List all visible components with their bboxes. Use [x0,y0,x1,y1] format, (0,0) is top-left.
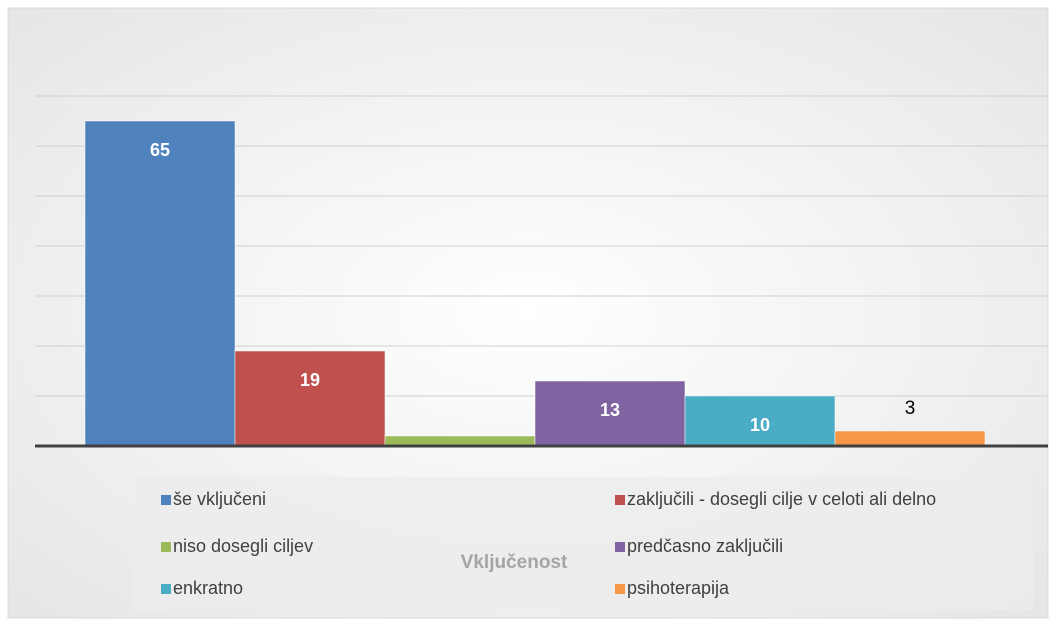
data-label: 13 [600,400,620,420]
legend-swatch [161,542,171,552]
legend-label: psihoterapija [627,578,730,598]
legend-swatch [161,495,171,505]
bar [234,350,386,447]
legend-box [133,477,1033,610]
legend-label: še vključeni [173,489,266,509]
legend-swatch [615,542,625,552]
legend-label: enkratno [173,578,243,598]
data-label: 10 [750,415,770,435]
legend-label: niso dosegli ciljev [173,536,313,556]
bar [834,430,986,447]
legend-title: Vključenost [461,552,568,573]
bar [534,380,686,447]
legend-label: predčasno zaključili [627,536,783,556]
legend-swatch [161,584,171,594]
data-label: 3 [905,398,916,419]
data-label: 19 [300,370,320,390]
bar [84,120,236,447]
legend-swatch [615,495,625,505]
bar [684,395,836,447]
legend-swatch [615,584,625,594]
legend-label: zaključili - dosegli cilje v celoti ali … [627,489,936,509]
data-label: 65 [150,140,170,160]
